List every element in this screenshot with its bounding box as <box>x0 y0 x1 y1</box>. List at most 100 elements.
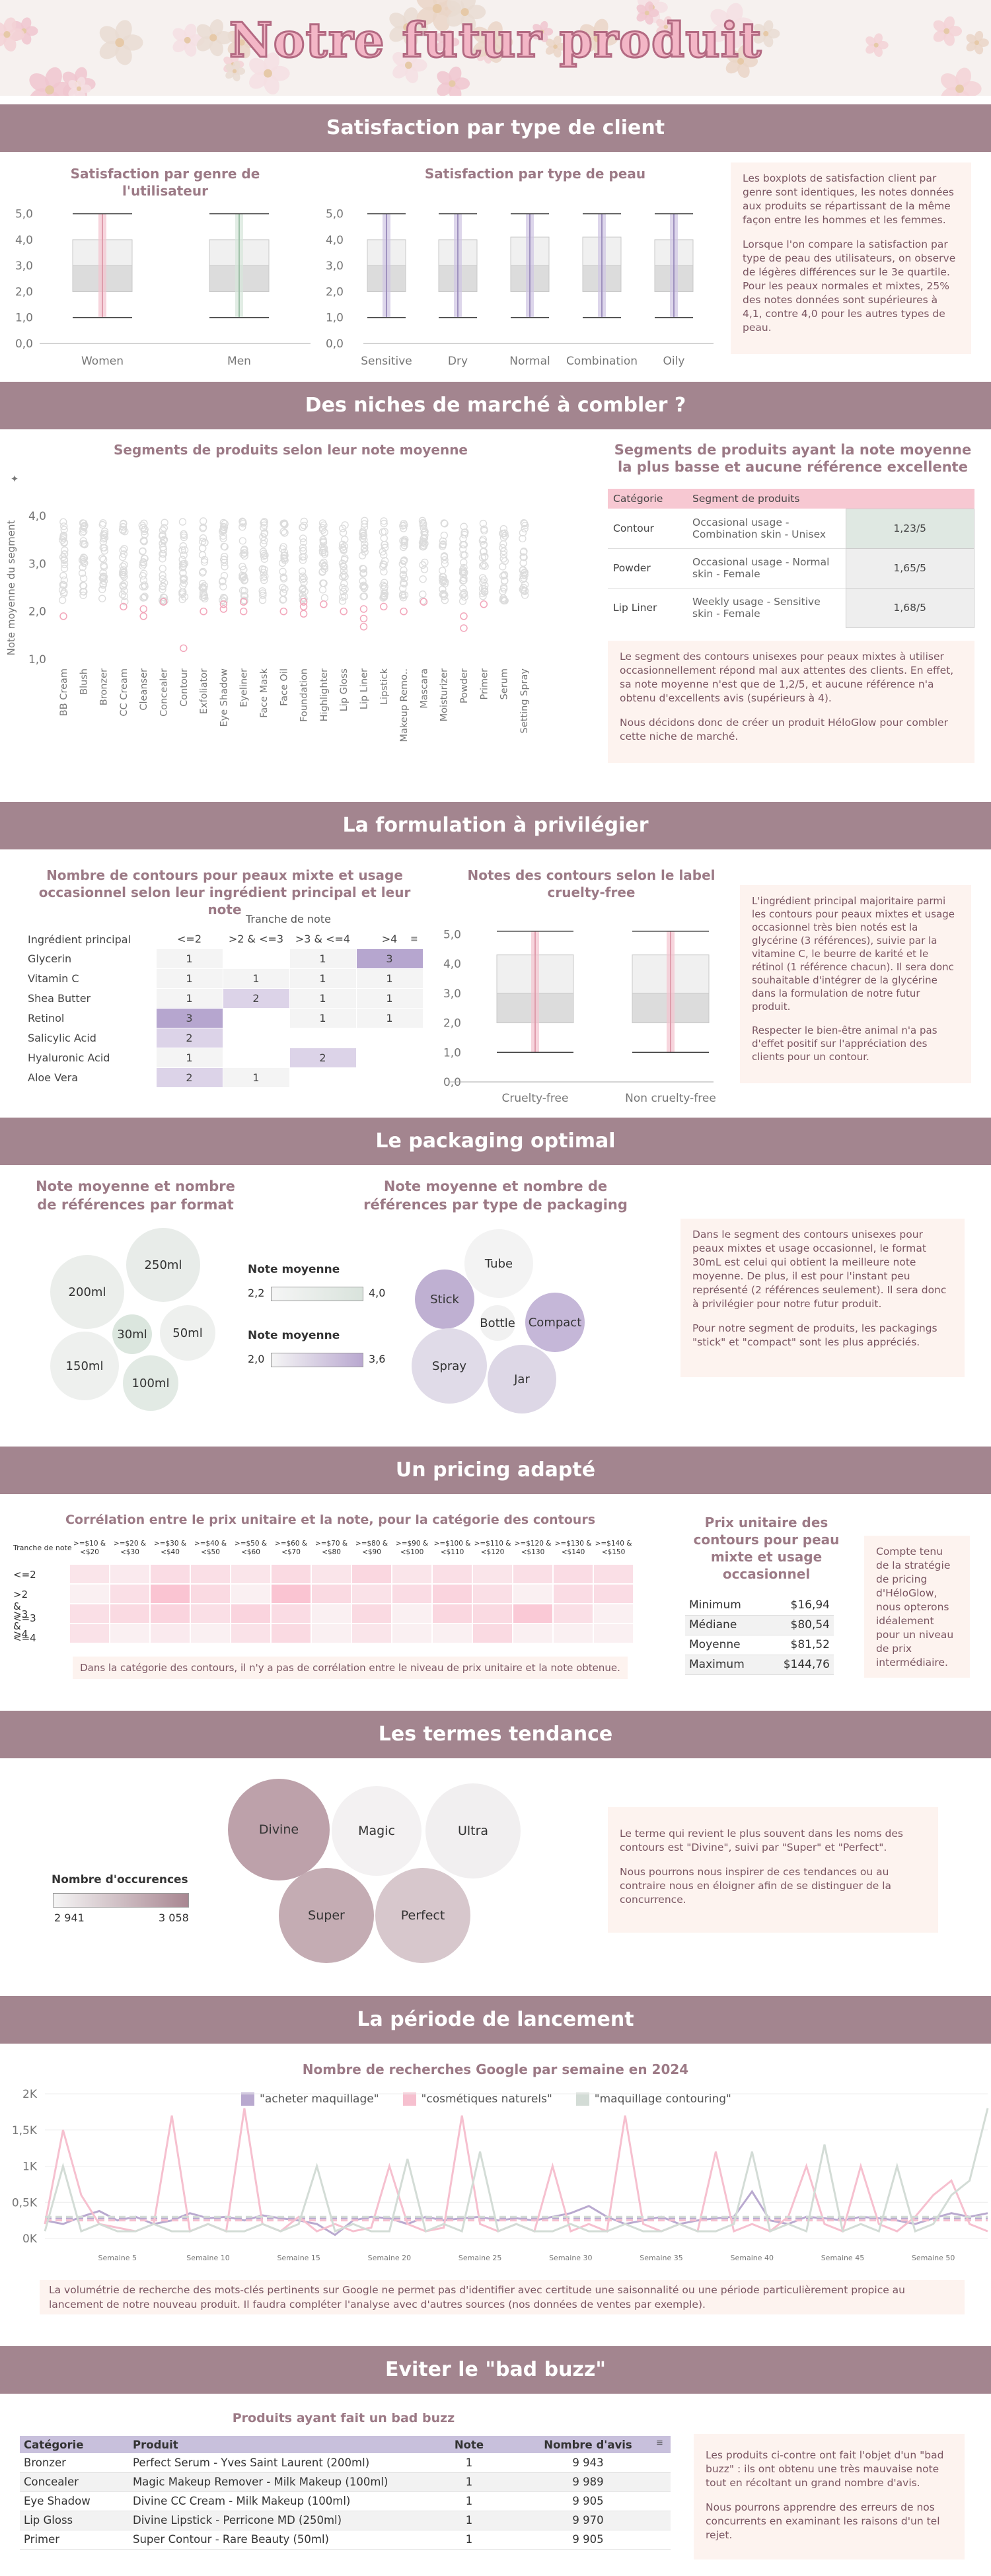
floral-pattern <box>0 0 989 96</box>
price-cell <box>513 1565 552 1583</box>
flower-petal <box>184 23 197 40</box>
flower-petal <box>389 25 407 42</box>
strip-point <box>459 569 467 577</box>
price-cell <box>352 1604 391 1623</box>
sort-icon[interactable]: ≡ <box>410 934 418 945</box>
bubble-label: Jar <box>514 1372 530 1386</box>
flower-petal <box>636 4 647 15</box>
flower-petal <box>579 36 598 53</box>
flower-petal <box>579 24 598 40</box>
bubble: Divine <box>228 1779 330 1880</box>
ingredient-column-label: Ingrédient principal <box>28 933 131 946</box>
badbuzz-sort-icon[interactable]: ≡ <box>656 2438 663 2448</box>
flower-center <box>239 39 245 46</box>
strip-point <box>79 575 88 583</box>
category-label: Non cruelty-free <box>625 1092 716 1105</box>
flower-petal <box>553 47 562 58</box>
strip-point <box>381 544 389 552</box>
strip-point <box>461 528 469 536</box>
strip-chart-title: Segments de produits selon leur note moy… <box>114 442 468 458</box>
section-title-pricing: Un pricing adapté <box>0 1447 991 1494</box>
strip-point <box>260 518 268 526</box>
niches-note: Le segment des contours unisexes pour pe… <box>608 641 974 763</box>
section-title-packaging: Le packaging optimal <box>0 1118 991 1165</box>
category-label: Moisturizer <box>439 668 450 721</box>
bubble: 200ml <box>50 1255 124 1329</box>
bubble-label: Ultra <box>457 1824 489 1838</box>
price-cell <box>312 1585 351 1603</box>
y-tick-label: 1,0 <box>28 653 46 666</box>
price-cell <box>554 1565 593 1583</box>
badbuzz-header: Nombre d'avis <box>544 2438 632 2451</box>
strip-point <box>279 595 287 604</box>
strip-point <box>221 594 229 602</box>
flower-petal <box>487 21 503 41</box>
ingredient-cell: 2 <box>222 987 290 1009</box>
flower-center <box>232 69 237 73</box>
strip-point <box>319 579 327 587</box>
badbuzz-cell: Primer <box>24 2533 60 2546</box>
section-title-satisfaction: Satisfaction par type de client <box>0 104 991 152</box>
strip-point <box>119 546 127 554</box>
cruelty-boxplot: 0,0 1,0 2,0 3,0 4,0 5,0 Cruelty-free Non cruelt… <box>443 928 716 1105</box>
strip-point <box>120 550 128 558</box>
strip-point <box>141 530 149 538</box>
bubble-label: 200ml <box>68 1285 106 1299</box>
flower <box>579 18 618 58</box>
price-column-header: >=$80 & <$90 <box>355 1540 388 1556</box>
strip-point <box>299 538 308 546</box>
niches-note-cell: 1,68/5 <box>845 587 974 628</box>
ingredient-cell <box>222 1047 290 1068</box>
price-stat-label: Moyenne <box>689 1638 741 1651</box>
section-title-launch: La période de lancement <box>0 1996 991 2044</box>
strip-point <box>400 575 408 583</box>
y-tick-label: 1,0 <box>15 312 33 325</box>
strip-point-low <box>359 614 368 623</box>
section-title-formulation: La formulation à privilégier <box>0 802 991 849</box>
category-label: Sensitive <box>361 355 412 368</box>
bubble-label: Perfect <box>400 1908 445 1923</box>
strip-point <box>79 558 88 566</box>
strip-point <box>419 590 427 598</box>
bubble-label: Divine <box>258 1822 299 1837</box>
strip-point <box>300 594 308 603</box>
flower-petal <box>3 35 17 52</box>
strip-point <box>399 579 408 587</box>
flower-petal <box>232 61 240 71</box>
strip-point <box>299 572 307 581</box>
strip-point <box>279 545 287 553</box>
strip-point <box>460 563 468 572</box>
bubble-label: Spray <box>432 1359 466 1373</box>
satisfaction-note-p1: Les boxplots de satisfaction client par … <box>743 172 954 226</box>
strip-point <box>420 534 428 542</box>
strip-point <box>239 518 247 526</box>
badbuzz-cell: 1 <box>465 2476 473 2488</box>
niches-seg: Occasional usage - Normal skin - Female <box>692 556 830 580</box>
strip-point <box>399 585 407 592</box>
strip-point <box>299 534 307 542</box>
bubble: 100ml <box>123 1355 178 1411</box>
strip-point <box>80 554 89 562</box>
search-chart-title: Nombre de recherches Google par semaine … <box>302 2061 689 2077</box>
flower <box>0 17 25 52</box>
strip-point <box>180 531 188 540</box>
niches-table-title: Segments de produits ayant la note moyen… <box>614 442 972 475</box>
niches-cat: Contour <box>613 522 654 534</box>
price-stat-row: Maximum $144,76 <box>685 1655 834 1674</box>
price-cell <box>473 1565 512 1583</box>
badbuzz-table-title: Produits ayant fait un bad buzz <box>232 2411 455 2425</box>
badbuzz-cell: Perfect Serum - Yves Saint Laurent (200m… <box>133 2456 370 2469</box>
strip-point <box>339 524 347 532</box>
flower-petal <box>593 40 608 58</box>
strip-point <box>521 591 529 599</box>
packaging-note: Dans le segment des contours unisexes po… <box>680 1219 965 1377</box>
strip-point <box>120 592 128 600</box>
bubble-label: 30ml <box>117 1327 147 1342</box>
badbuzz-row: Lip Gloss Divine Lipstick - Perricone MD … <box>20 2511 671 2530</box>
strip-point <box>400 520 408 528</box>
flower <box>966 30 989 55</box>
badbuzz-cell: 9 905 <box>572 2533 604 2546</box>
price-cell <box>231 1585 270 1603</box>
strip-point <box>178 518 187 526</box>
price-cell <box>191 1604 230 1623</box>
